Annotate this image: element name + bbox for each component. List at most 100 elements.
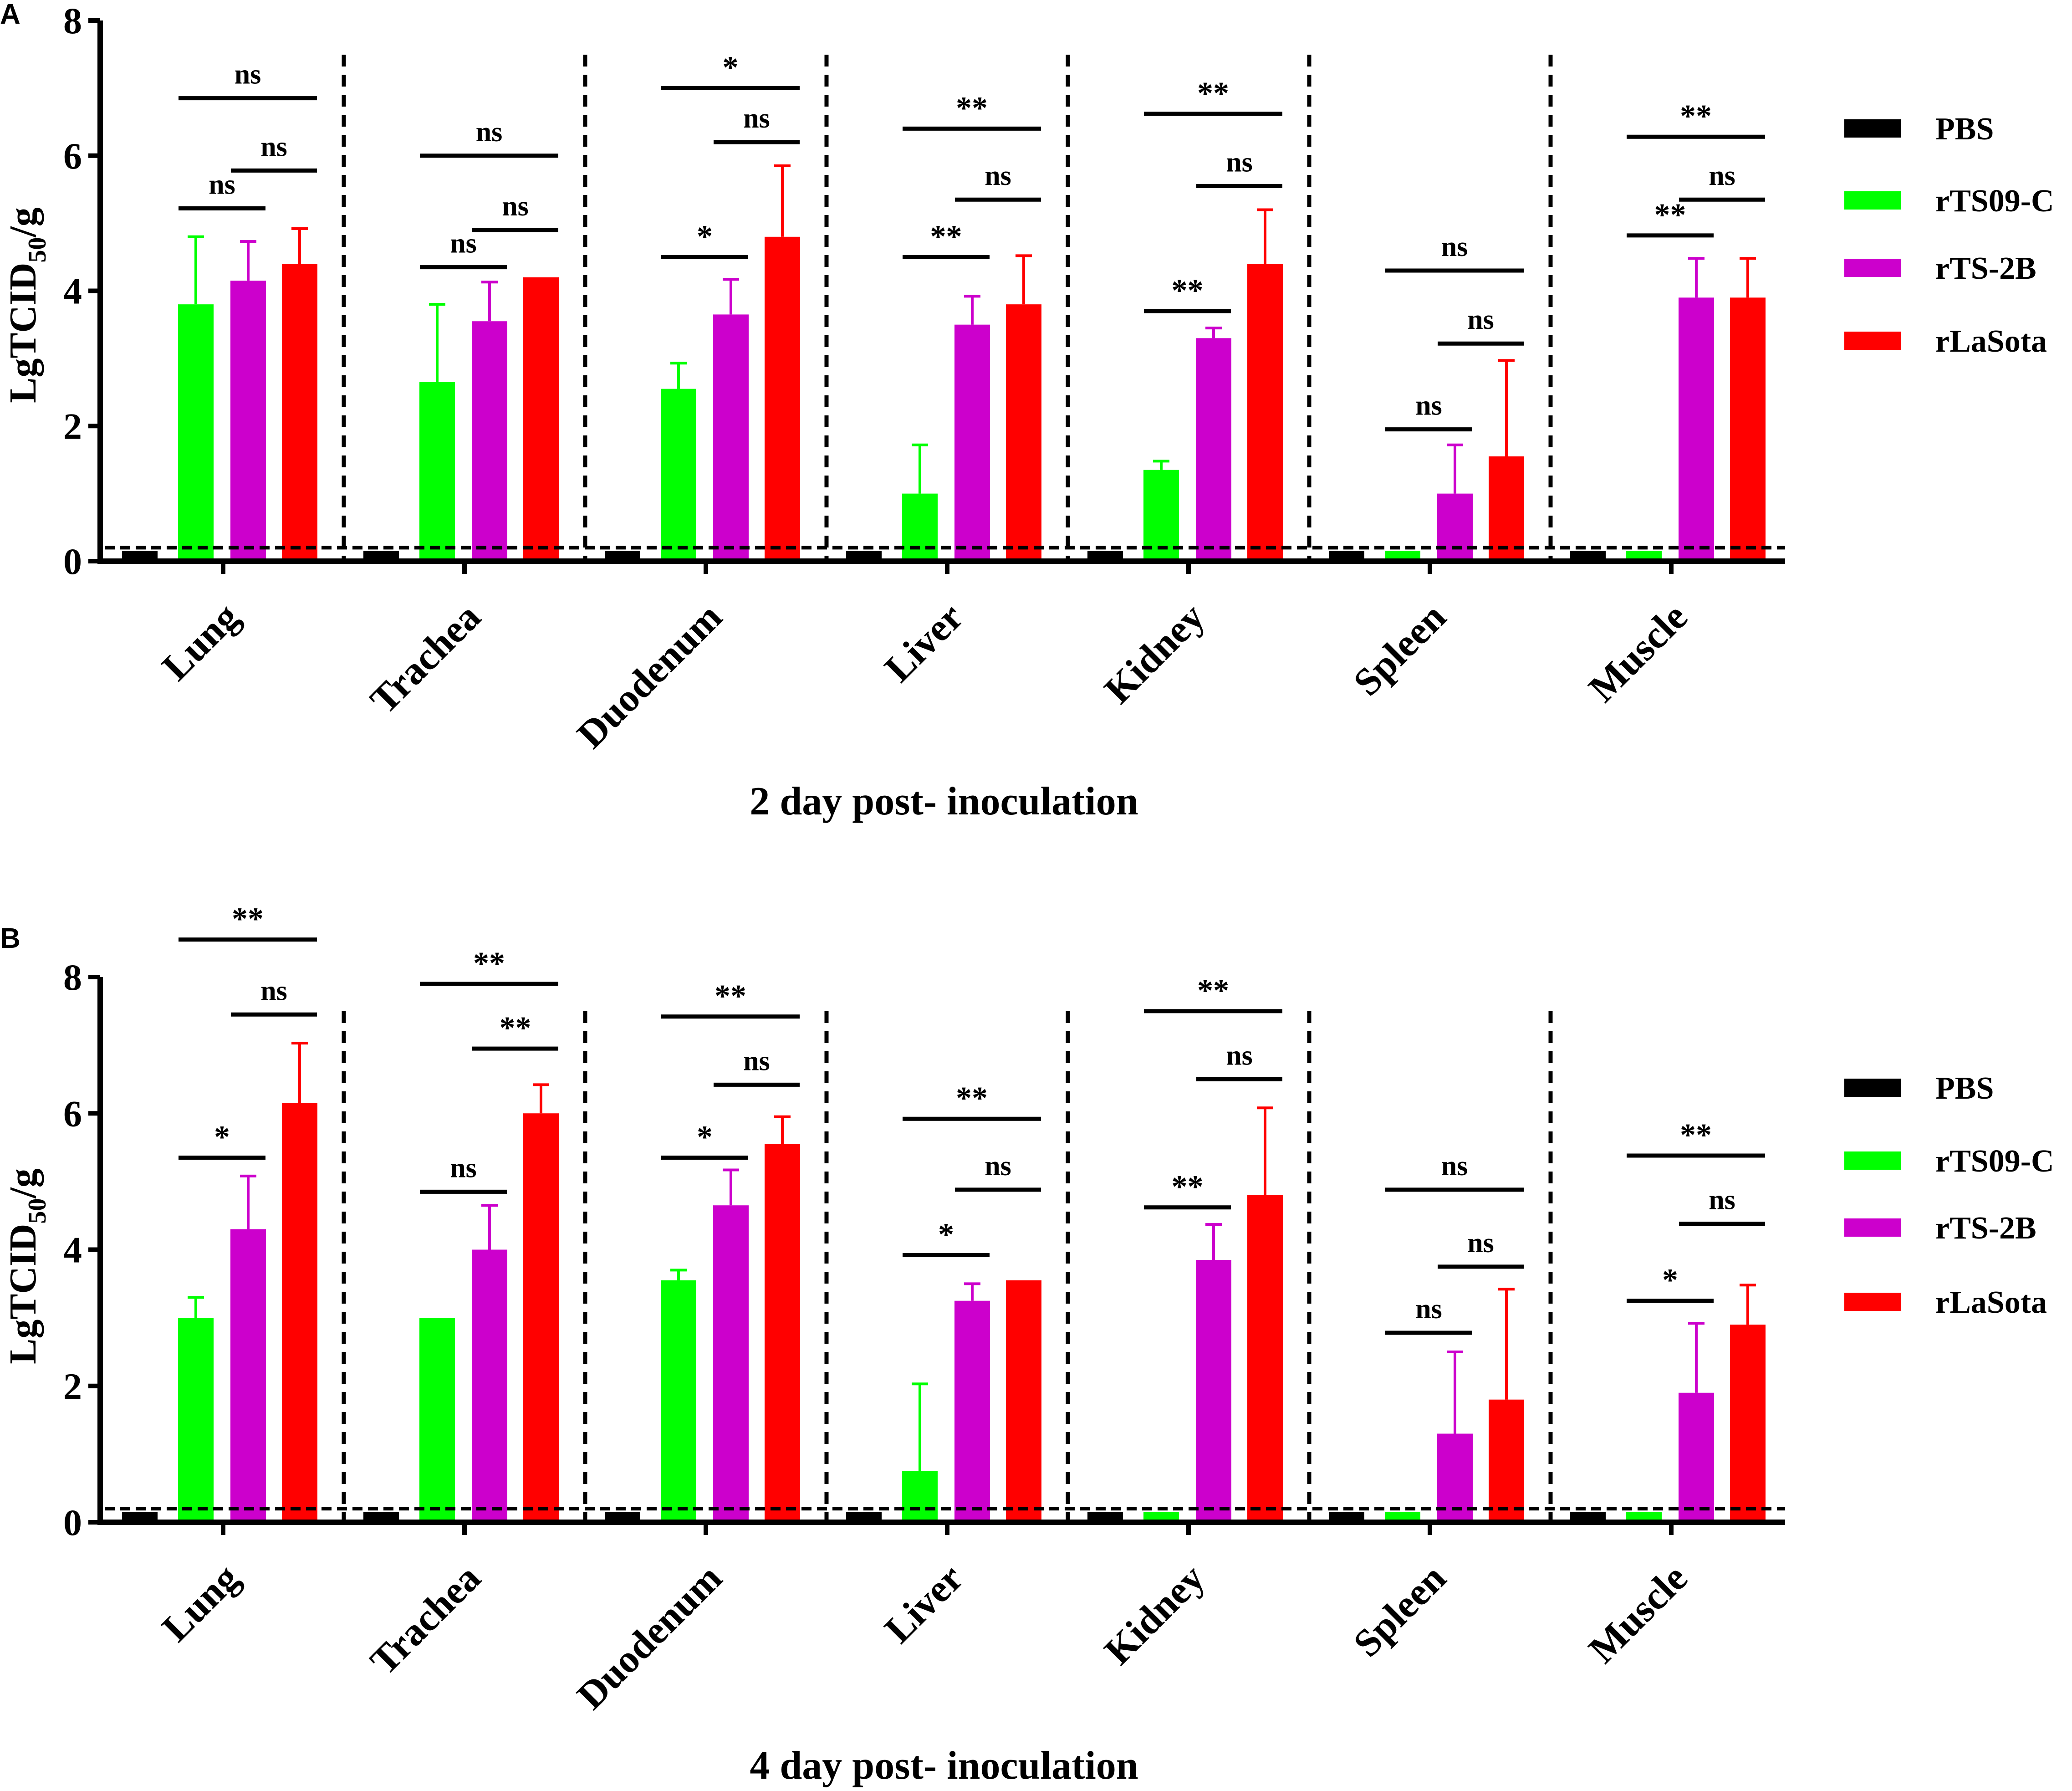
y-tick-label: 4 xyxy=(63,1229,82,1271)
bar xyxy=(713,1205,749,1522)
y-label-tail: /g xyxy=(2,1168,44,1198)
significance-label: ** xyxy=(500,1011,531,1046)
bar xyxy=(1247,264,1283,561)
significance-label: ** xyxy=(956,1081,988,1116)
y-tick-label: 0 xyxy=(63,1502,82,1543)
significance-label: ** xyxy=(1680,1118,1712,1153)
bar xyxy=(1196,1259,1231,1522)
bar xyxy=(178,1318,214,1522)
significance-label: ns xyxy=(450,1152,477,1183)
bar xyxy=(472,1249,507,1522)
legend-label: rTS-2B xyxy=(1935,251,2036,286)
legend-label: rTS09-C xyxy=(1935,1144,2054,1179)
significance-label: * xyxy=(723,50,739,85)
significance-label: * xyxy=(697,1120,713,1155)
significance-label: ns xyxy=(1709,1185,1735,1216)
bar xyxy=(1489,456,1524,561)
significance-label: ** xyxy=(1197,973,1229,1008)
significance-label: ns xyxy=(260,131,287,162)
significance-label: ns xyxy=(450,228,477,259)
x-axis-title: 4 day post- inoculation xyxy=(750,1744,1138,1788)
y-label-sub: 50 xyxy=(23,1198,51,1224)
bar xyxy=(954,324,990,561)
significance-label: ** xyxy=(956,91,988,126)
significance-label: ** xyxy=(1197,76,1229,111)
bar xyxy=(419,382,455,561)
significance-label: ** xyxy=(930,219,962,254)
legend-swatch xyxy=(1844,332,1901,350)
significance-label: ns xyxy=(1441,1151,1468,1182)
legend-label: rLaSota xyxy=(1935,1285,2047,1320)
significance-label: ** xyxy=(714,979,746,1014)
significance-label: ** xyxy=(473,946,505,981)
panel-letter: B xyxy=(0,923,20,954)
significance-label: ** xyxy=(232,902,264,937)
significance-label: ns xyxy=(1467,304,1494,335)
legend-swatch xyxy=(1844,1151,1901,1170)
legend-label: rLaSota xyxy=(1935,324,2047,359)
significance-label: ns xyxy=(985,160,1011,191)
significance-label: ** xyxy=(1172,1170,1204,1205)
significance-label: ** xyxy=(1172,273,1204,308)
legend-swatch xyxy=(1844,191,1901,210)
bar xyxy=(661,389,696,561)
y-tick-label: 4 xyxy=(63,271,82,312)
legend-label: PBS xyxy=(1935,112,1994,147)
bar xyxy=(1679,297,1714,561)
bar xyxy=(419,1318,455,1522)
significance-label: * xyxy=(938,1217,954,1252)
significance-label: ns xyxy=(985,1151,1011,1182)
bar xyxy=(1437,493,1473,561)
legend-swatch xyxy=(1844,1079,1901,1097)
bar xyxy=(902,493,938,561)
bar xyxy=(282,264,317,561)
bar xyxy=(765,1144,800,1522)
legend-label: rTS-2B xyxy=(1935,1211,2036,1246)
bar xyxy=(765,236,800,561)
significance-label: ns xyxy=(743,1045,770,1076)
significance-label: ns xyxy=(1226,1040,1253,1071)
y-label-tail: /g xyxy=(2,207,44,237)
bar xyxy=(954,1300,990,1522)
bar xyxy=(230,1229,266,1522)
bar xyxy=(661,1280,696,1522)
bar xyxy=(1489,1399,1524,1522)
bar xyxy=(1006,1280,1041,1522)
bar xyxy=(178,304,214,561)
significance-label: ** xyxy=(1680,99,1712,134)
y-tick-label: 0 xyxy=(63,541,82,582)
y-label-main: LgTCID xyxy=(2,263,44,403)
bar xyxy=(902,1471,938,1522)
significance-label: ns xyxy=(1226,147,1253,178)
y-label-main: LgTCID xyxy=(2,1224,44,1364)
significance-label: ns xyxy=(235,59,261,90)
significance-label: ns xyxy=(1415,390,1442,421)
legend-swatch xyxy=(1844,119,1901,138)
bar xyxy=(523,277,559,561)
legend-swatch xyxy=(1844,259,1901,277)
x-axis-title: 2 day post- inoculation xyxy=(750,779,1138,824)
y-axis-label: LgTCID50/g xyxy=(2,1168,51,1364)
y-tick-label: 8 xyxy=(63,957,82,998)
legend-swatch xyxy=(1844,1218,1901,1237)
significance-label: ** xyxy=(1654,198,1686,233)
legend-label: rTS09-C xyxy=(1935,184,2054,219)
bar xyxy=(1730,1325,1766,1522)
significance-label: ns xyxy=(1709,160,1735,191)
y-axis-label: LgTCID50/g xyxy=(2,207,51,403)
significance-label: ns xyxy=(1415,1294,1442,1325)
bar xyxy=(1679,1392,1714,1522)
significance-label: * xyxy=(214,1120,230,1155)
significance-label: ns xyxy=(260,975,287,1006)
bar xyxy=(713,314,749,561)
significance-label: ns xyxy=(476,117,503,148)
y-tick-label: 6 xyxy=(63,135,82,177)
bar xyxy=(1247,1195,1283,1522)
significance-label: ns xyxy=(1467,1228,1494,1259)
significance-label: ns xyxy=(743,103,770,134)
significance-label: ns xyxy=(209,169,235,200)
bar xyxy=(230,281,266,561)
significance-label: * xyxy=(697,219,713,254)
y-tick-label: 2 xyxy=(63,405,82,447)
